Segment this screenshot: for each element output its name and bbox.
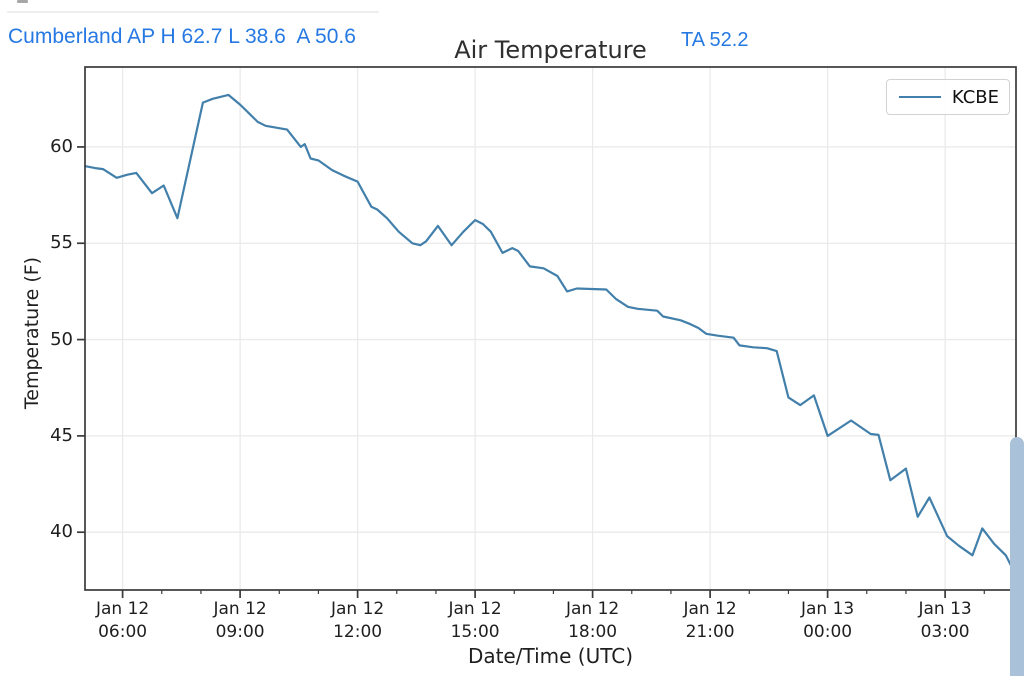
x-tick-label: Jan 12 21:00 [683, 599, 737, 642]
top-edge-artifact [17, 0, 28, 3]
y-tick-label: 50 [50, 328, 73, 350]
legend: KCBE [886, 79, 1010, 115]
x-tick-label: Jan 12 18:00 [565, 599, 620, 642]
y-tick-label: 60 [50, 135, 73, 157]
plot-border [84, 66, 1017, 591]
x-tick-label: Jan 12 06:00 [95, 599, 150, 642]
legend-line-sample-icon [899, 96, 941, 98]
header-divider-line [7, 11, 379, 13]
x-tick-label: Jan 12 09:00 [213, 599, 267, 642]
chart-title: Air Temperature [454, 36, 647, 64]
y-tick-label: 55 [50, 232, 73, 254]
legend-entry-label: KCBE [951, 86, 999, 108]
x-tick-label: Jan 13 00:00 [800, 599, 855, 642]
y-tick-label: 40 [50, 521, 73, 543]
y-tick-label: 45 [50, 424, 73, 446]
x-tick-label: Jan 13 03:00 [918, 599, 972, 642]
temperature-line [84, 93, 1013, 569]
current-temp-annotation: TA 52.2 [681, 29, 749, 51]
scrollbar-thumb[interactable] [1010, 437, 1024, 676]
x-axis-title: Date/Time (UTC) [467, 644, 634, 668]
station-stats-text: Cumberland AP H 62.7 L 38.6 A 50.6 [8, 25, 356, 48]
y-axis-title: Temperature (F) [21, 256, 43, 410]
x-tick-label: Jan 12 12:00 [330, 599, 385, 642]
x-tick-label: Jan 12 15:00 [448, 599, 502, 642]
